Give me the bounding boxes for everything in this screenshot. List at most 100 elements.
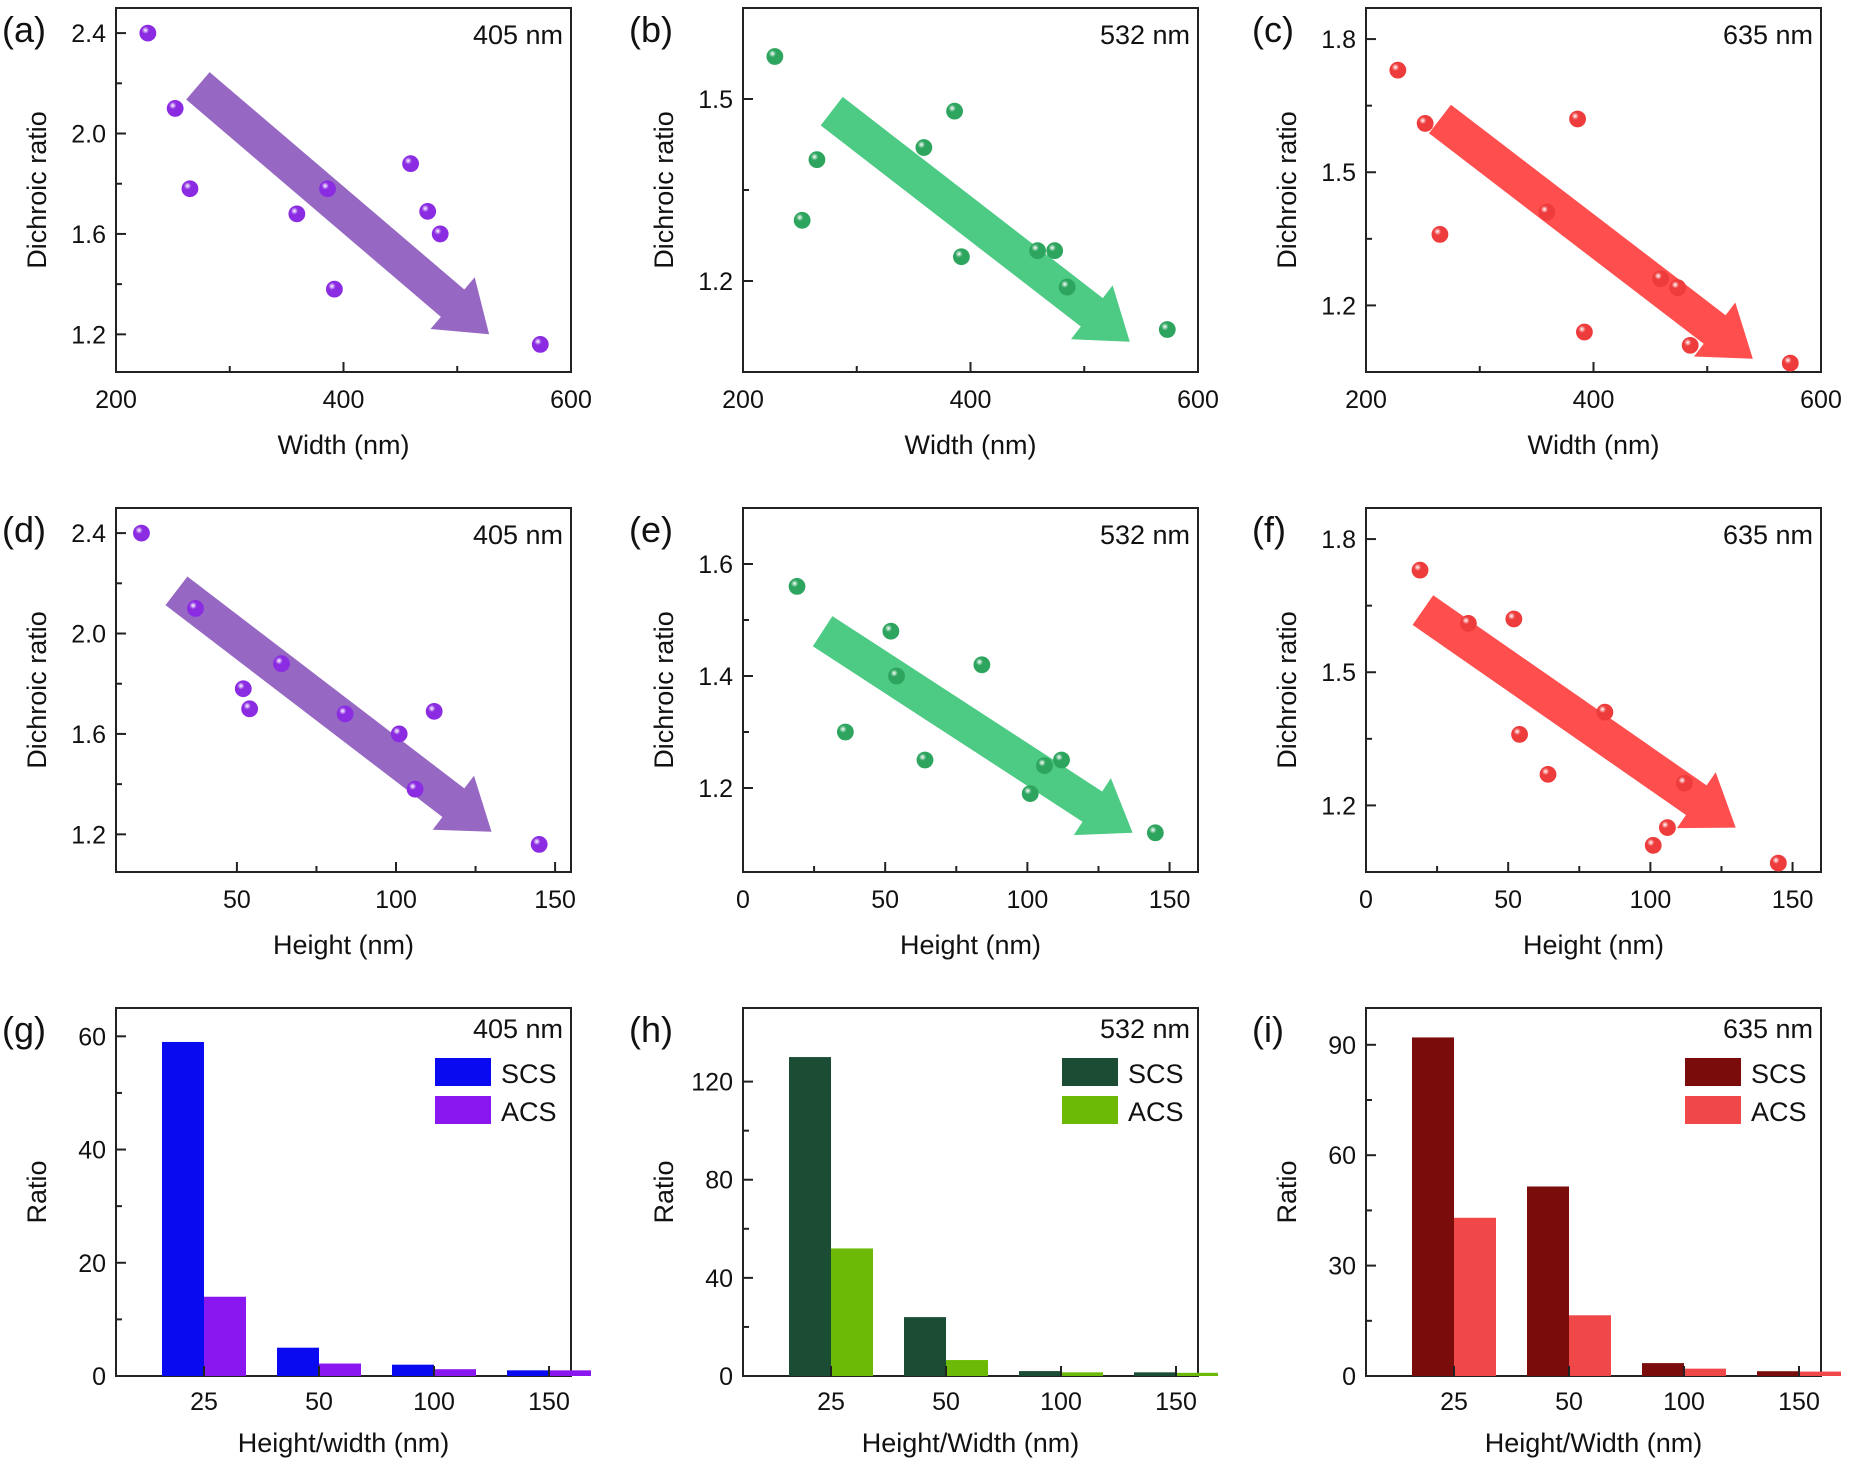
data-point-a-4: [319, 180, 336, 198]
y-axis-label-d: Dichroic ratio: [22, 611, 52, 769]
panel-label-g: (g): [2, 1009, 46, 1050]
bar-g-acs-2: [434, 1369, 476, 1376]
bar-g-acs-0: [204, 1296, 246, 1376]
data-point-a-3: [288, 205, 306, 223]
x-tick-label-d-0: 50: [223, 886, 251, 914]
data-point-c-0: [1389, 61, 1407, 79]
data-point-d-7: [406, 780, 424, 798]
trend-arrow-e: [812, 616, 1133, 836]
x-axis-label-h: Height/Width (nm): [862, 1428, 1080, 1458]
legend-label-h-acs: ACS: [1128, 1097, 1184, 1127]
y-tick-label-g-2: 40: [78, 1137, 106, 1165]
data-point-f-8: [1676, 774, 1693, 792]
y-tick-label-h-2: 80: [705, 1167, 733, 1195]
x-axis-label-g: Height/width (nm): [238, 1428, 450, 1458]
x-axis-label-f: Height (nm): [1523, 930, 1664, 960]
y-tick-label-c-0: 1.2: [1321, 292, 1356, 320]
bar-i-scs-3: [1757, 1371, 1799, 1376]
data-point-b-5: [953, 248, 970, 266]
trend-arrow-d: [165, 576, 492, 832]
x-tick-label-e-1: 50: [871, 886, 899, 914]
data-point-b-9: [1158, 321, 1176, 338]
x-tick-label-h-0: 25: [817, 1388, 845, 1416]
x-tick-label-e-3: 150: [1149, 886, 1191, 914]
data-point-b-3: [915, 139, 933, 156]
bar-i-acs-0: [1454, 1217, 1496, 1376]
data-point-a-9: [531, 335, 549, 353]
trend-arrow-a: [186, 72, 490, 335]
trend-arrow-f: [1412, 595, 1736, 829]
panel-label-b: (b): [629, 9, 673, 50]
data-point-d-6: [390, 725, 408, 743]
legend-label-i-acs: ACS: [1751, 1097, 1807, 1127]
x-tick-label-d-2: 150: [534, 886, 576, 914]
wavelength-label-b: 532 nm: [1100, 20, 1190, 50]
y-tick-label-h-3: 120: [691, 1069, 733, 1097]
y-tick-label-i-0: 0: [1342, 1363, 1356, 1391]
bar-g-scs-1: [277, 1347, 319, 1376]
data-point-c-3: [1538, 203, 1556, 221]
y-tick-label-f-1: 1.5: [1321, 659, 1356, 687]
x-tick-label-h-2: 100: [1040, 1388, 1082, 1416]
x-tick-label-i-0: 25: [1440, 1388, 1468, 1416]
panel-label-d: (d): [2, 509, 46, 550]
panel-label-a: (a): [2, 9, 46, 50]
data-point-e-2: [882, 622, 900, 640]
data-point-e-0: [788, 578, 806, 595]
x-axis-label-c: Width (nm): [1527, 430, 1659, 460]
panel-f-frame: [1365, 507, 1822, 873]
bar-i-acs-3: [1799, 1371, 1841, 1376]
x-tick-label-f-1: 50: [1494, 886, 1522, 914]
y-tick-label-c-2: 1.8: [1321, 26, 1356, 54]
bar-i-scs-2: [1642, 1363, 1684, 1376]
data-point-a-6: [402, 155, 420, 173]
y-tick-label-g-1: 20: [78, 1250, 106, 1278]
data-point-d-4: [273, 655, 290, 673]
data-point-c-7: [1669, 279, 1687, 297]
wavelength-label-e: 532 nm: [1100, 520, 1190, 550]
x-tick-label-i-1: 50: [1555, 1388, 1583, 1416]
bar-h-scs-1: [904, 1317, 946, 1376]
legend-label-g-acs: ACS: [501, 1097, 557, 1127]
data-point-e-8: [1053, 751, 1070, 769]
y-tick-label-i-2: 60: [1328, 1142, 1356, 1170]
data-point-e-3: [888, 667, 905, 685]
x-tick-label-g-2: 100: [413, 1388, 455, 1416]
x-tick-label-i-2: 100: [1663, 1388, 1705, 1416]
data-point-c-5: [1576, 323, 1593, 341]
y-axis-label-i: Ratio: [1272, 1160, 1302, 1223]
x-tick-label-f-2: 100: [1630, 886, 1672, 914]
y-tick-label-a-3: 2.4: [71, 20, 106, 48]
data-point-d-2: [234, 680, 252, 698]
x-tick-label-i-3: 150: [1778, 1388, 1820, 1416]
bar-h-acs-0: [831, 1248, 873, 1376]
data-point-d-1: [187, 600, 204, 617]
data-point-d-3: [241, 700, 259, 718]
y-tick-label-h-0: 0: [719, 1363, 733, 1391]
data-point-f-6: [1644, 836, 1662, 854]
data-point-f-0: [1411, 561, 1429, 579]
data-point-d-9: [530, 835, 548, 853]
bar-i-scs-1: [1527, 1186, 1569, 1376]
panel-label-f: (f): [1252, 509, 1286, 550]
x-axis-label-d: Height (nm): [273, 930, 414, 960]
bar-h-acs-1: [946, 1360, 988, 1376]
legend-swatch-h-acs: [1062, 1096, 1118, 1124]
x-tick-label-f-3: 150: [1772, 886, 1814, 914]
wavelength-label-g: 405 nm: [473, 1014, 563, 1044]
bar-g-scs-0: [162, 1041, 204, 1376]
panel-e-frame: [742, 507, 1199, 873]
panel-label-h: (h): [629, 1009, 673, 1050]
y-tick-label-f-0: 1.2: [1321, 792, 1356, 820]
y-tick-label-d-1: 1.6: [71, 721, 106, 749]
legend-swatch-i-scs: [1685, 1058, 1741, 1086]
legend-swatch-g-scs: [435, 1058, 491, 1086]
x-tick-label-a-0: 200: [95, 386, 137, 414]
y-tick-label-a-2: 2.0: [71, 121, 106, 149]
x-axis-label-i: Height/Width (nm): [1485, 1428, 1703, 1458]
data-point-c-1: [1416, 115, 1434, 132]
panel-label-e: (e): [629, 509, 673, 550]
bar-h-scs-2: [1019, 1371, 1061, 1376]
data-point-a-0: [139, 24, 157, 42]
